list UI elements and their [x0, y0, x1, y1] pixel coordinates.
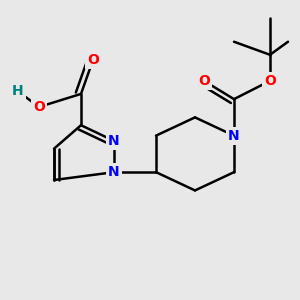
Text: O: O [264, 74, 276, 88]
Text: O: O [198, 74, 210, 88]
Text: O: O [33, 100, 45, 114]
Text: N: N [108, 165, 120, 179]
Text: O: O [87, 53, 99, 67]
Text: N: N [228, 129, 240, 143]
Text: H: H [12, 84, 24, 98]
Text: N: N [108, 134, 120, 148]
